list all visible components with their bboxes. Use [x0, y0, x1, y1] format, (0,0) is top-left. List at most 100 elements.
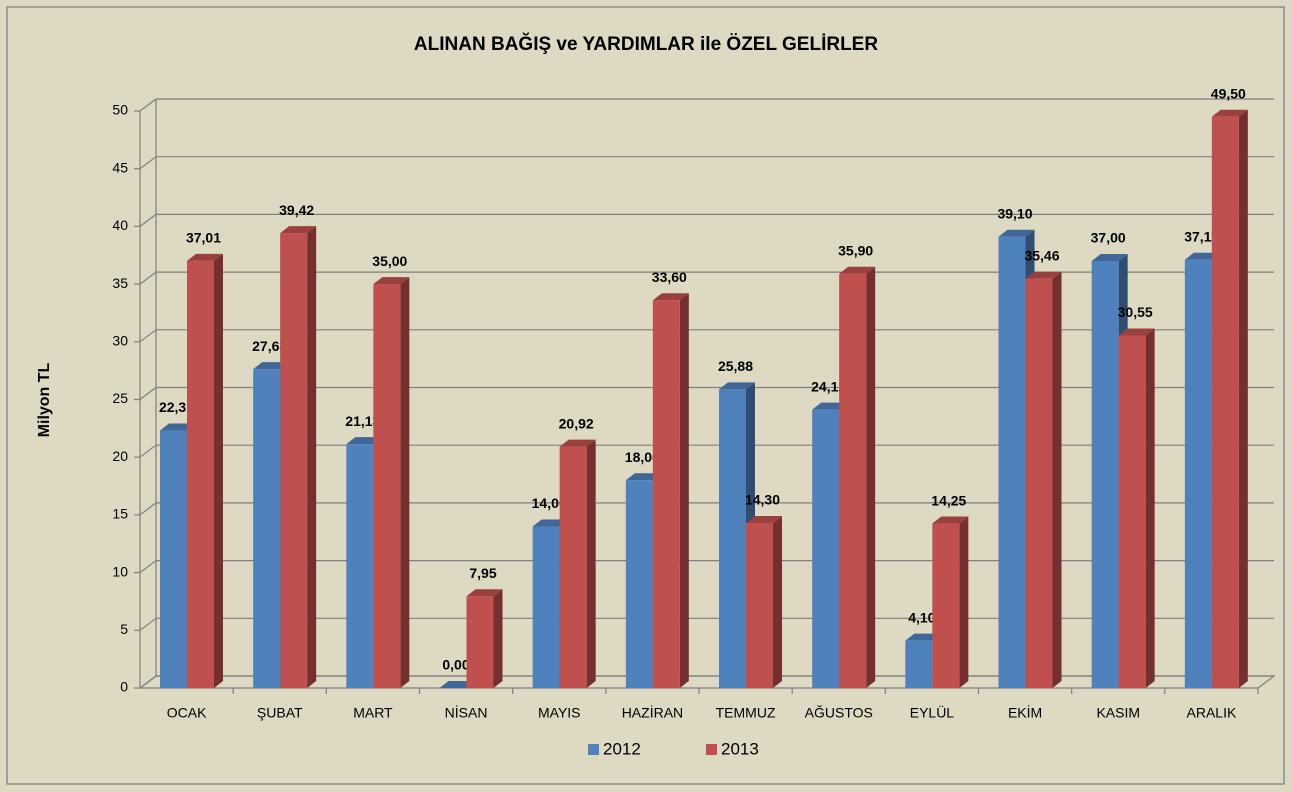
legend-label: 2013	[721, 739, 759, 758]
x-tick-label: AĞUSTOS	[805, 705, 873, 721]
bar-top	[1025, 271, 1062, 279]
data-label: 33,60	[652, 269, 687, 285]
bar	[466, 596, 494, 688]
bar	[719, 389, 746, 688]
data-label: 14,00	[532, 495, 567, 511]
bar-side	[1145, 328, 1155, 688]
bar-top	[839, 266, 876, 274]
bar	[373, 284, 401, 688]
data-label: 39,42	[279, 202, 314, 218]
data-label: 0,00	[442, 657, 469, 673]
data-label: 20,92	[559, 415, 594, 431]
data-label: 25,88	[718, 358, 753, 374]
bar-side	[493, 589, 503, 688]
grid-line-side	[139, 444, 157, 458]
bar-top	[746, 515, 782, 523]
bar-side	[307, 226, 317, 688]
x-tick-label: MART	[353, 705, 393, 721]
x-tick-label: ARALIK	[1187, 705, 1237, 721]
bar-top	[1211, 109, 1248, 117]
data-label: 7,95	[469, 565, 496, 581]
grid-line-side	[139, 98, 157, 112]
bar	[559, 446, 587, 688]
bar	[625, 480, 653, 688]
bar-side	[214, 253, 223, 688]
bar-top	[466, 589, 503, 597]
data-label: 14,25	[931, 492, 966, 508]
bar-side	[866, 266, 876, 688]
data-label: 30,55	[1118, 304, 1153, 320]
bar-side	[959, 516, 969, 688]
data-label: 21,13	[345, 413, 380, 429]
grid-line-side	[139, 560, 157, 574]
y-tick-label: 0	[120, 679, 128, 695]
y-tick-label: 25	[112, 390, 128, 406]
data-label: 39,10	[997, 205, 1032, 221]
data-label: 37,11	[1184, 228, 1218, 244]
x-tick-label: EYLÜL	[910, 704, 955, 721]
bar-side	[400, 277, 410, 688]
bar-top	[652, 293, 689, 301]
y-tick-label: 10	[112, 563, 128, 579]
bar	[812, 409, 840, 688]
data-label: 14,30	[745, 492, 780, 508]
grid-line-side	[139, 271, 157, 285]
bar	[905, 640, 933, 688]
bar-top	[280, 226, 317, 234]
bar	[253, 369, 281, 688]
y-tick-label: 45	[112, 159, 128, 175]
data-label: 35,90	[838, 242, 873, 258]
bar	[280, 233, 308, 688]
bar-top	[559, 439, 596, 447]
x-tick-label: KASIM	[1096, 705, 1140, 721]
bar	[346, 444, 374, 688]
x-tick-label: OCAK	[167, 705, 207, 721]
y-tick-label: 30	[112, 333, 128, 349]
grid-line-side	[139, 387, 157, 400]
data-label: 35,46	[1024, 247, 1059, 263]
x-tick-label: MAYIS	[538, 705, 581, 721]
x-tick-label: EKİM	[1008, 704, 1042, 721]
x-tick-label: NİSAN	[445, 704, 488, 721]
data-label: 18,00	[625, 449, 660, 465]
x-tick-label: TEMMUZ	[716, 705, 776, 721]
grid-line-side	[139, 329, 157, 343]
bar-top	[373, 277, 410, 285]
grid-line-side	[139, 213, 157, 227]
grid-line-side	[139, 502, 157, 516]
legend-swatch	[706, 744, 717, 755]
data-label: 4,10	[908, 609, 935, 625]
legend-swatch	[588, 744, 599, 755]
y-tick-label: 40	[112, 217, 128, 233]
bar	[1184, 259, 1212, 688]
chart-title: ALINAN BAĞIŞ ve YARDIMLAR ile ÖZEL GELİR…	[414, 33, 878, 55]
bar-side	[1052, 271, 1062, 688]
bar	[839, 273, 867, 688]
bar-side	[773, 515, 782, 688]
bar	[1118, 335, 1146, 688]
bar	[1211, 116, 1239, 688]
y-tick-label: 50	[112, 102, 128, 118]
y-axis-label: Milyon TL	[36, 362, 53, 437]
bar-side	[1238, 109, 1248, 688]
bar	[160, 430, 187, 688]
data-label: 24,12	[811, 378, 846, 394]
data-label: 37,00	[1091, 230, 1126, 246]
bar	[652, 300, 680, 688]
x-tick-label: ŞUBAT	[257, 705, 303, 721]
data-label: 37,01	[186, 230, 221, 246]
y-tick-label: 5	[120, 621, 128, 637]
grid-line-side	[139, 156, 157, 170]
bar	[1091, 261, 1119, 688]
bar-top	[1118, 328, 1155, 336]
grid-line-side	[139, 617, 157, 631]
bar	[746, 522, 773, 688]
data-label: 35,00	[372, 253, 407, 269]
y-tick-label: 15	[112, 506, 128, 522]
bar-side	[679, 293, 689, 688]
y-tick-label: 20	[112, 448, 128, 464]
data-label: 27,63	[252, 338, 287, 354]
data-label: 22,31	[159, 399, 194, 415]
data-label: 49,50	[1211, 85, 1246, 101]
